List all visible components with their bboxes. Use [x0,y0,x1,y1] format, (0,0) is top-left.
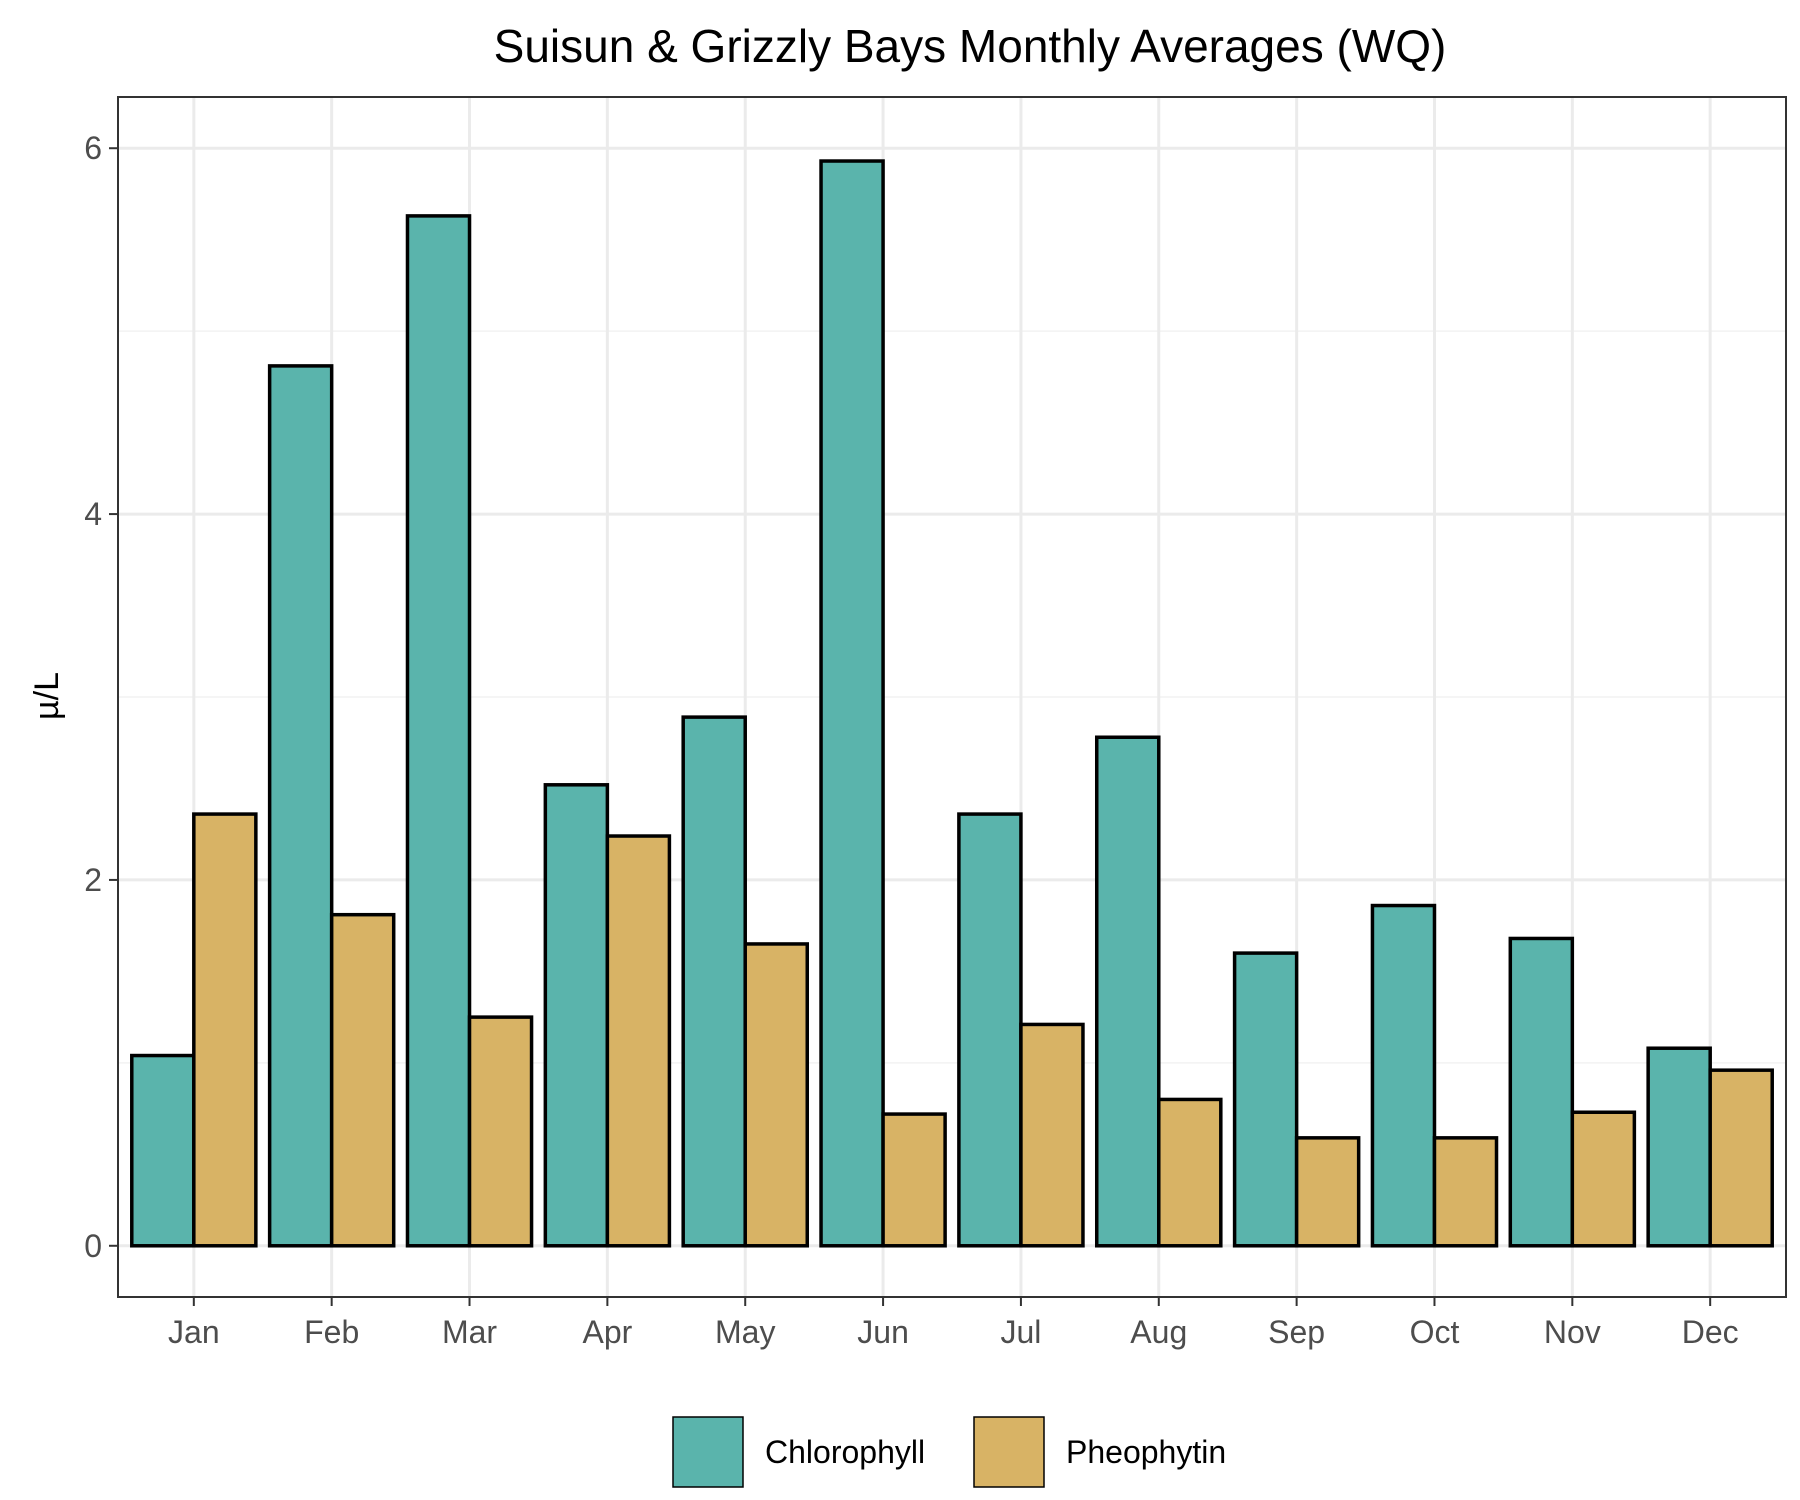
x-tick-label: Aug [1130,1314,1187,1350]
legend-key-chlorophyll [672,1416,744,1488]
chart-title: Suisun & Grizzly Bays Monthly Averages (… [494,20,1447,72]
x-tick-label: Jan [168,1314,220,1350]
legend-label-pheophytin: Pheophytin [1066,1434,1226,1470]
x-tick-label: Oct [1410,1314,1460,1350]
axes: 0 2 4 6 Jan Feb Mar Apr May Jun Jul Aug Sep Oct Nov Dec [84,130,1738,1350]
x-tick-label: Nov [1544,1314,1601,1350]
y-axis-title: µ/L [28,672,66,720]
bar-pheophytin-aug [1157,1097,1223,1248]
bar-chlorophyll-oct [1370,903,1437,1248]
x-tick-label: Mar [442,1314,497,1350]
bar-chlorophyll-mar [405,214,472,1248]
bar-chlorophyll-aug [1094,735,1161,1248]
x-tick-label: May [715,1314,775,1350]
y-tick-label: 0 [84,1228,102,1264]
bar-pheophytin-sep [1294,1136,1361,1248]
x-tick-label: Jul [1000,1314,1041,1350]
bar-chlorophyll-nov [1508,936,1575,1248]
legend-label-chlorophyll: Chlorophyll [765,1434,925,1470]
legend-key-pheophytin [973,1416,1045,1488]
legend: Chlorophyll Pheophytin [672,1416,1226,1488]
x-tick-label: Feb [304,1314,359,1350]
bars [130,159,1774,1248]
bar-pheophytin-jul [1019,1022,1085,1248]
bar-pheophytin-may [743,942,810,1248]
y-tick-label: 6 [84,130,102,166]
x-tick-label: Dec [1682,1314,1739,1350]
y-tick-label: 2 [84,862,102,898]
bar-chlorophyll-jul [957,812,1023,1248]
bar-pheophytin-apr [605,834,672,1248]
bar-chlorophyll-apr [543,783,610,1248]
bar-pheophytin-mar [467,1015,534,1248]
panel-border [117,96,1787,1298]
bar-chlorophyll-may [681,715,747,1248]
bar-pheophytin-nov [1570,1110,1637,1248]
bar-chlorophyll-jun [819,159,885,1248]
x-tick-label: Jun [857,1314,909,1350]
bar-chlorophyll-feb [267,364,334,1248]
bar-chlorophyll-sep [1232,951,1299,1248]
bar-chlorophyll-dec [1646,1046,1712,1248]
bar-pheophytin-dec [1708,1068,1774,1248]
bar-pheophytin-feb [329,912,396,1248]
bar-pheophytin-jun [881,1112,947,1248]
bar-chlorophyll-jan [130,1053,196,1248]
x-tick-label: Sep [1268,1314,1325,1350]
y-tick-label: 4 [84,496,102,532]
bar-pheophytin-oct [1432,1136,1499,1248]
bar-pheophytin-jan [192,812,258,1248]
x-tick-label: Apr [582,1314,632,1350]
